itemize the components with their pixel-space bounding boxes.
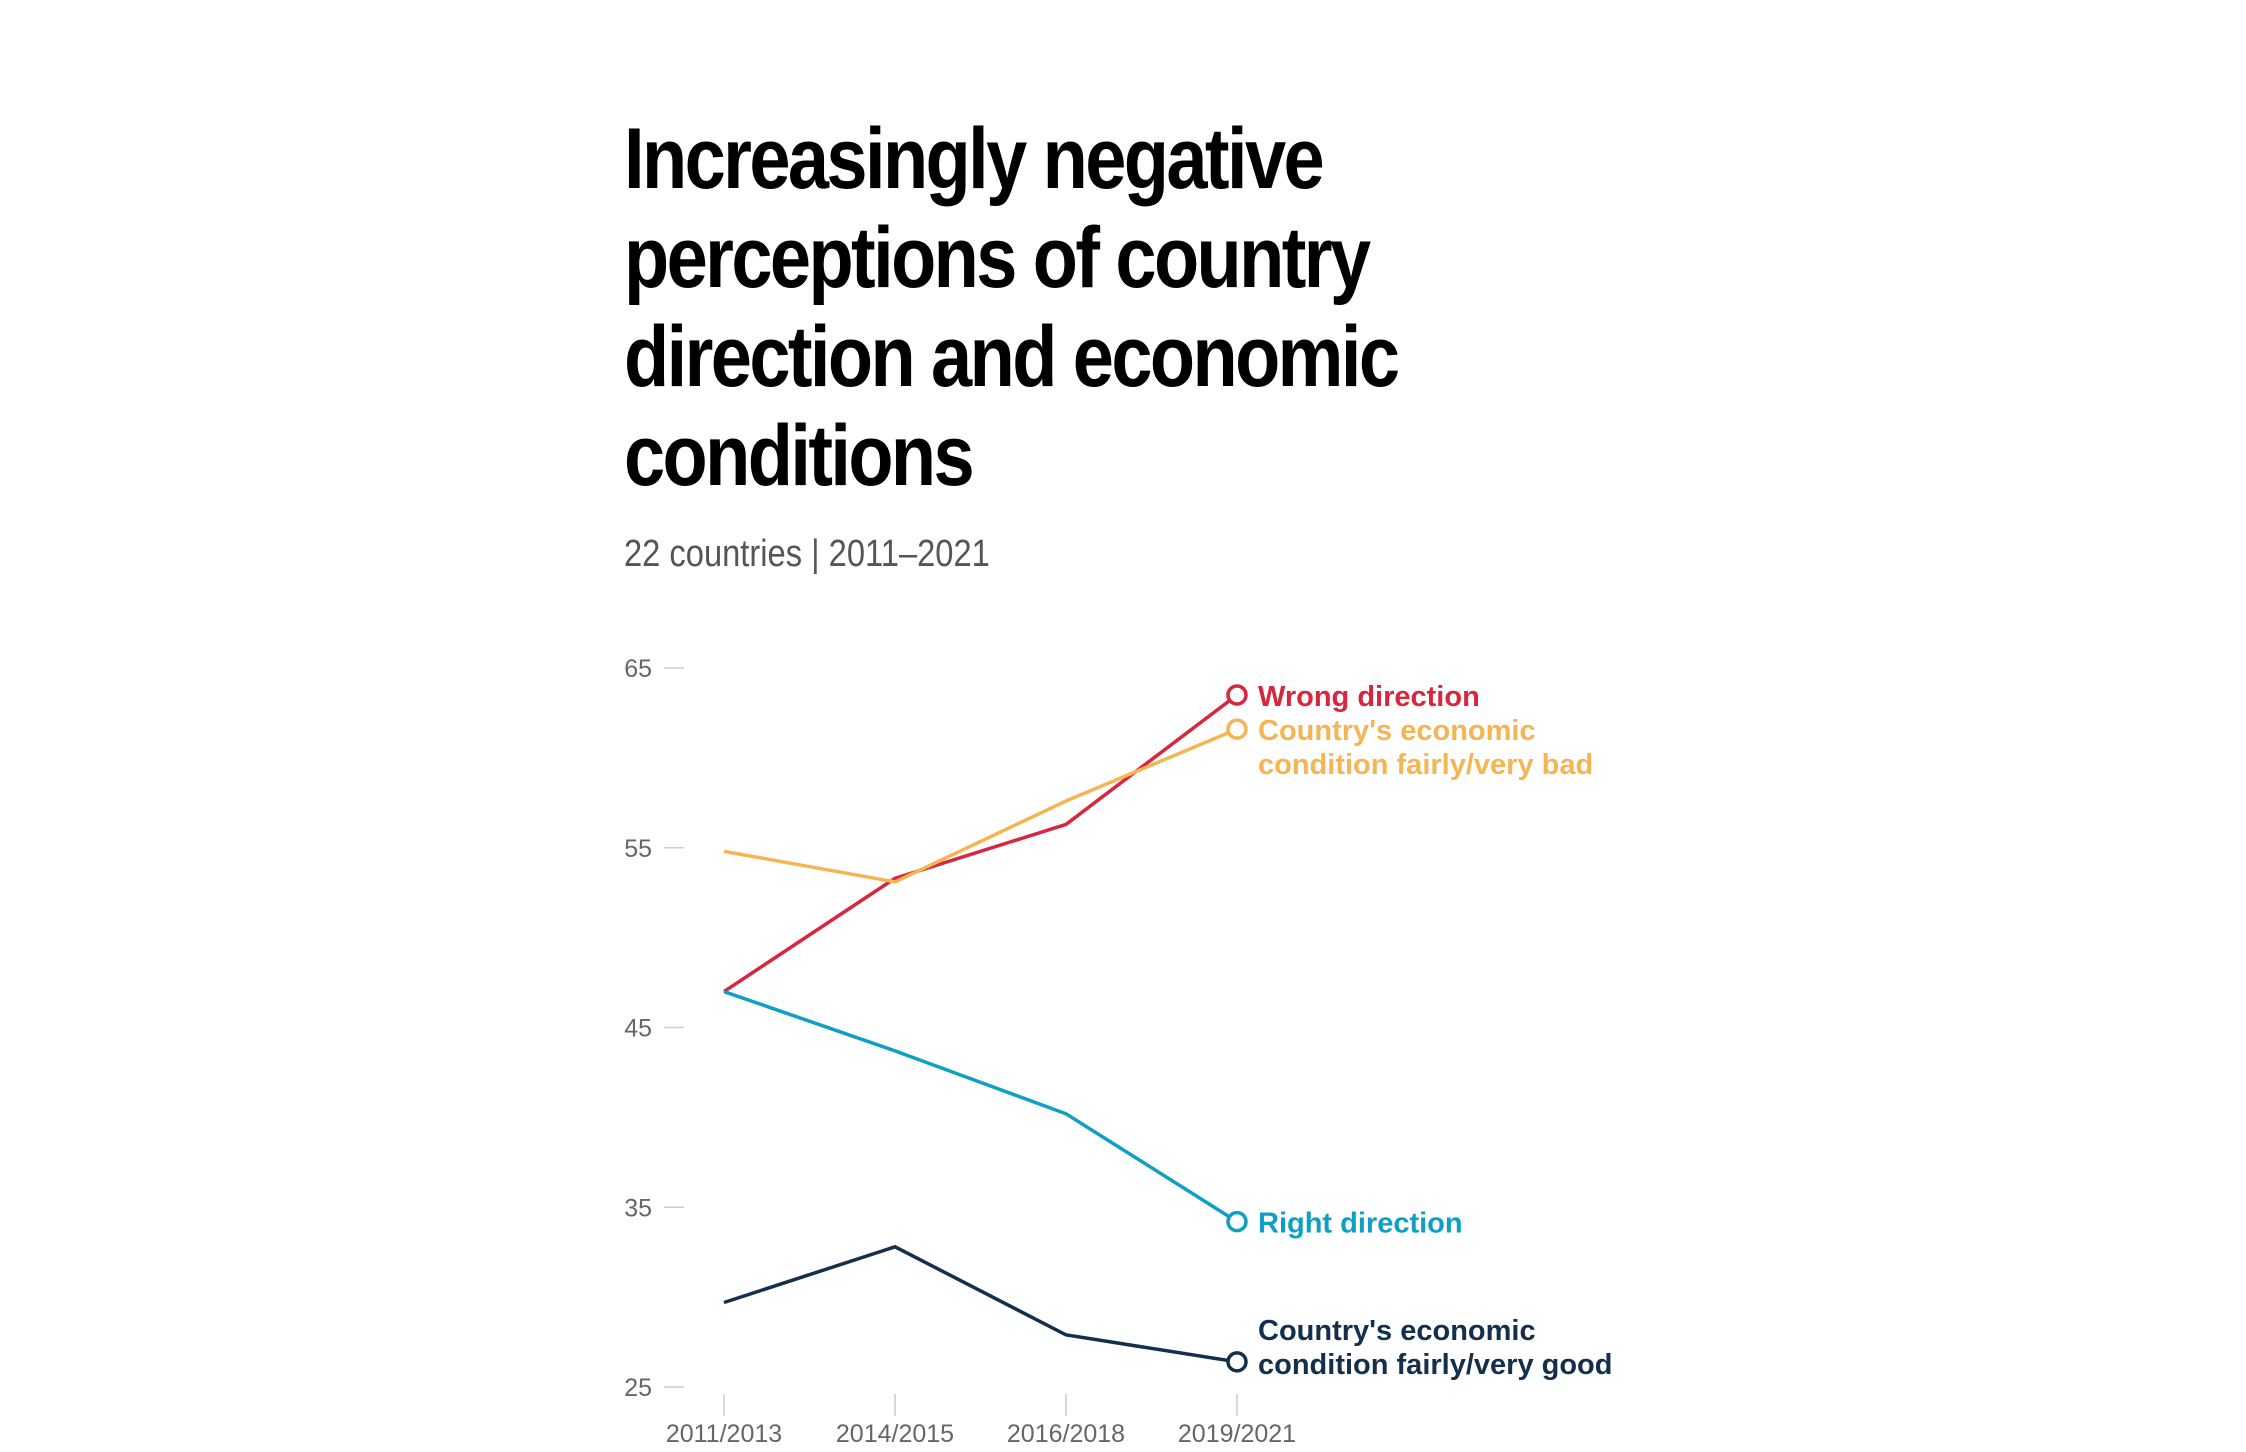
y-tick-label: 35: [624, 1194, 652, 1222]
series-line: [723, 989, 1238, 1224]
series-end-marker: [1226, 1351, 1248, 1373]
series-line: [723, 1244, 1238, 1364]
x-tick-label: 2011/2013: [666, 1420, 782, 1448]
chart-title: Increasingly negative perceptions of cou…: [624, 111, 1400, 504]
y-tick-label: 45: [624, 1015, 652, 1043]
x-axis: 2011/2013 2014/2015 2016/2018 2019/2021: [666, 1394, 1296, 1448]
series-label: Wrong direction: [1258, 681, 1480, 713]
x-tick-label: 2019/2021: [1178, 1420, 1296, 1448]
y-axis: 25 35 45 55 65: [624, 655, 684, 1402]
series-label: Right direction: [1258, 1208, 1463, 1240]
x-tick-label: 2016/2018: [1007, 1420, 1125, 1448]
chart-subtitle: 22 countries | 2011–2021: [624, 533, 990, 575]
series-end-marker: [1226, 684, 1248, 706]
x-tick-label: 2014/2015: [836, 1420, 954, 1448]
series-line: [723, 727, 1238, 884]
series-end-marker: [1226, 1210, 1248, 1233]
y-tick-label: 65: [624, 655, 652, 683]
series-lines: [723, 693, 1239, 1364]
series-label: Country's economic condition fairly/very …: [1258, 1315, 1613, 1381]
series-end-markers: [1226, 684, 1248, 1373]
series-line: [723, 693, 1239, 994]
series-label: Country's economic condition fairly/very …: [1258, 715, 1593, 781]
series-end-marker: [1226, 718, 1248, 740]
y-tick-label: 25: [624, 1374, 652, 1402]
y-tick-label: 55: [624, 835, 652, 863]
